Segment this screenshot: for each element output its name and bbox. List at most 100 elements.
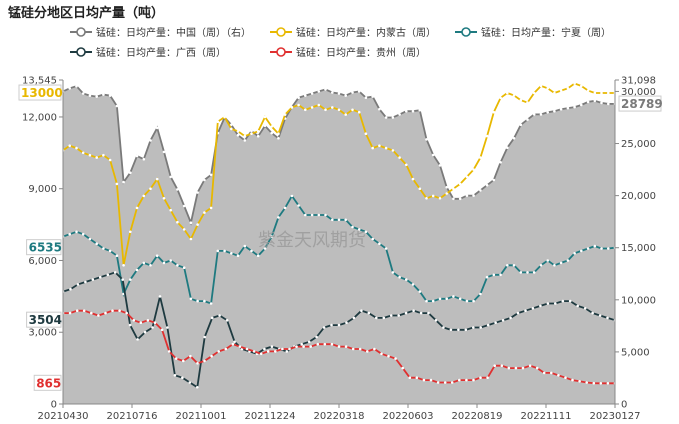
series-point: [516, 311, 520, 315]
series-point: [162, 197, 166, 200]
series-point: [378, 144, 381, 147]
series-point: [573, 252, 576, 255]
series-point: [309, 345, 313, 348]
series-point: [367, 311, 371, 315]
series-point: [277, 137, 280, 140]
series-point: [90, 311, 93, 315]
series-point: [404, 311, 408, 315]
series-point: [281, 347, 284, 351]
series-point: [472, 299, 475, 303]
series-point: [450, 381, 454, 384]
series-point: [486, 323, 490, 327]
series-point: [324, 108, 327, 112]
series-point: [493, 364, 497, 368]
series-point: [277, 132, 280, 135]
legend-item: 锰硅：日均产量：贵州（周）: [270, 46, 426, 59]
series-point: [160, 328, 164, 332]
series-point: [557, 374, 560, 377]
series-point: [151, 326, 154, 329]
series-point: [465, 299, 469, 303]
series-point: [173, 374, 177, 377]
series-point: [357, 90, 361, 93]
series-point: [344, 345, 348, 348]
series-point: [196, 362, 199, 365]
right-tick-label: 25,000: [621, 139, 656, 150]
series-point: [108, 158, 112, 162]
series-point: [464, 328, 468, 332]
right-tick-label: 5,000: [621, 347, 650, 358]
series-point: [290, 106, 294, 109]
end-label: 6535: [26, 239, 62, 256]
series-point: [75, 230, 78, 234]
series-point: [132, 319, 136, 322]
series-point: [486, 376, 489, 380]
series-point: [330, 342, 334, 346]
series-point: [580, 84, 583, 88]
series-point: [472, 168, 475, 171]
series-point: [88, 153, 92, 157]
series-point: [270, 131, 274, 135]
end-label-box: [26, 311, 62, 328]
series-point: [472, 194, 475, 197]
series-point: [360, 309, 363, 313]
series-point: [344, 218, 348, 222]
series-point: [465, 378, 468, 382]
x-tick-label: 20221111: [521, 411, 572, 422]
series-point: [512, 137, 516, 140]
series-point: [174, 357, 178, 360]
series-point: [135, 268, 139, 272]
series-point: [104, 311, 107, 315]
series-point: [113, 271, 117, 274]
series-point: [519, 271, 523, 274]
series-point: [88, 237, 92, 241]
series-point: [391, 116, 395, 119]
series-point: [129, 171, 132, 174]
series-point: [142, 157, 146, 161]
series-point: [559, 261, 563, 265]
series-point: [274, 350, 277, 353]
series-point: [245, 347, 249, 351]
series-point: [128, 323, 132, 327]
series-2: [61, 194, 617, 305]
series-point: [425, 197, 428, 200]
series-point: [566, 259, 570, 262]
series-point: [182, 204, 186, 208]
series-point: [337, 218, 341, 222]
series-point: [607, 102, 610, 106]
series-point: [599, 382, 603, 385]
series-point: [438, 297, 442, 301]
series-point: [485, 275, 489, 279]
series-point: [233, 340, 236, 344]
series-point: [389, 314, 393, 317]
series-point: [526, 101, 529, 104]
series-point: [297, 103, 300, 107]
series-point: [351, 91, 354, 94]
series-point: [532, 91, 536, 95]
series-point: [391, 271, 395, 274]
series-point: [324, 88, 327, 91]
series-point: [166, 326, 169, 329]
series-point: [300, 342, 304, 346]
series-point: [216, 249, 220, 253]
series-point: [236, 130, 240, 133]
series-point: [371, 237, 375, 241]
series-point: [225, 319, 229, 322]
plot-area: [61, 82, 617, 404]
series-point: [81, 92, 85, 95]
x-tick-label: 20210716: [107, 411, 158, 422]
series-point: [564, 376, 567, 380]
series-point: [149, 139, 152, 142]
series-point: [95, 242, 98, 245]
series-point: [415, 376, 419, 380]
series-point: [401, 366, 405, 370]
series-point: [411, 283, 415, 286]
series-point: [445, 186, 449, 189]
series-point: [108, 249, 112, 253]
series-point: [256, 130, 260, 133]
series-point: [345, 321, 348, 325]
series-point: [553, 264, 556, 267]
series-point: [223, 115, 226, 119]
legend-item: 锰硅：日均产量：广西（周）: [70, 46, 226, 59]
series-point: [586, 247, 590, 250]
series-point: [263, 124, 267, 128]
